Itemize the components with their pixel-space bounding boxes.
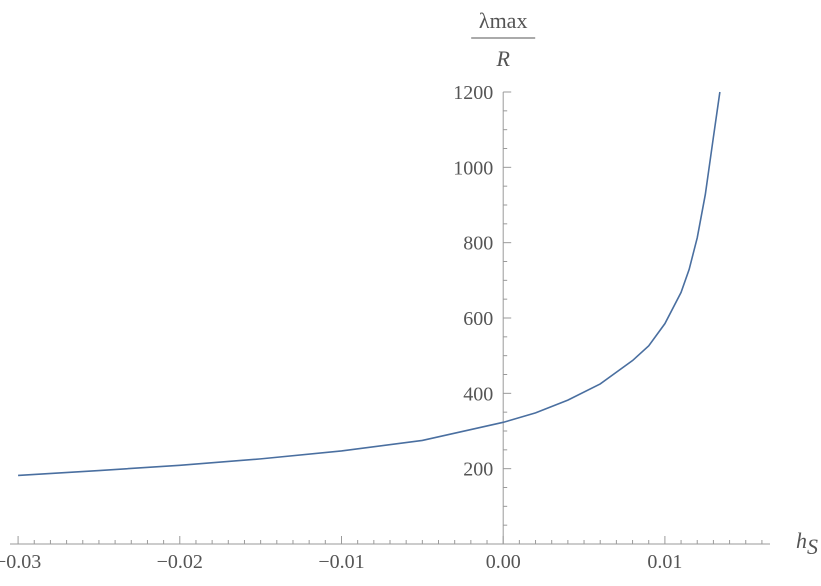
x-tick-label: 0.00 <box>486 551 521 573</box>
y-tick-label: 600 <box>463 308 493 330</box>
x-axis-title-main: h <box>796 528 807 553</box>
y-axis-title-numerator: λmax <box>479 8 528 33</box>
series-line <box>18 91 721 477</box>
x-axis-title: hS <box>796 528 818 559</box>
series-layer <box>18 91 721 477</box>
x-tick-label: 0.01 <box>647 551 682 573</box>
y-tick-label: 1000 <box>453 157 493 179</box>
x-tick-label: −0.01 <box>318 551 364 573</box>
x-tick-label: −0.02 <box>157 551 203 573</box>
x-axis-title-sub: S <box>807 534 818 559</box>
y-axis-title-denominator: R <box>495 46 510 71</box>
y-tick-label: 800 <box>463 233 493 255</box>
y-tick-label: 200 <box>463 459 493 481</box>
y-tick-label: 400 <box>463 383 493 405</box>
y-tick-label: 1200 <box>453 82 493 104</box>
x-axis-ticks: −0.03 −0.02 −0.01 0.00 0.01 <box>0 536 763 573</box>
x-tick-label: −0.03 <box>0 551 41 573</box>
y-axis-ticks: 200 400 600 800 1000 1200 <box>453 82 512 526</box>
